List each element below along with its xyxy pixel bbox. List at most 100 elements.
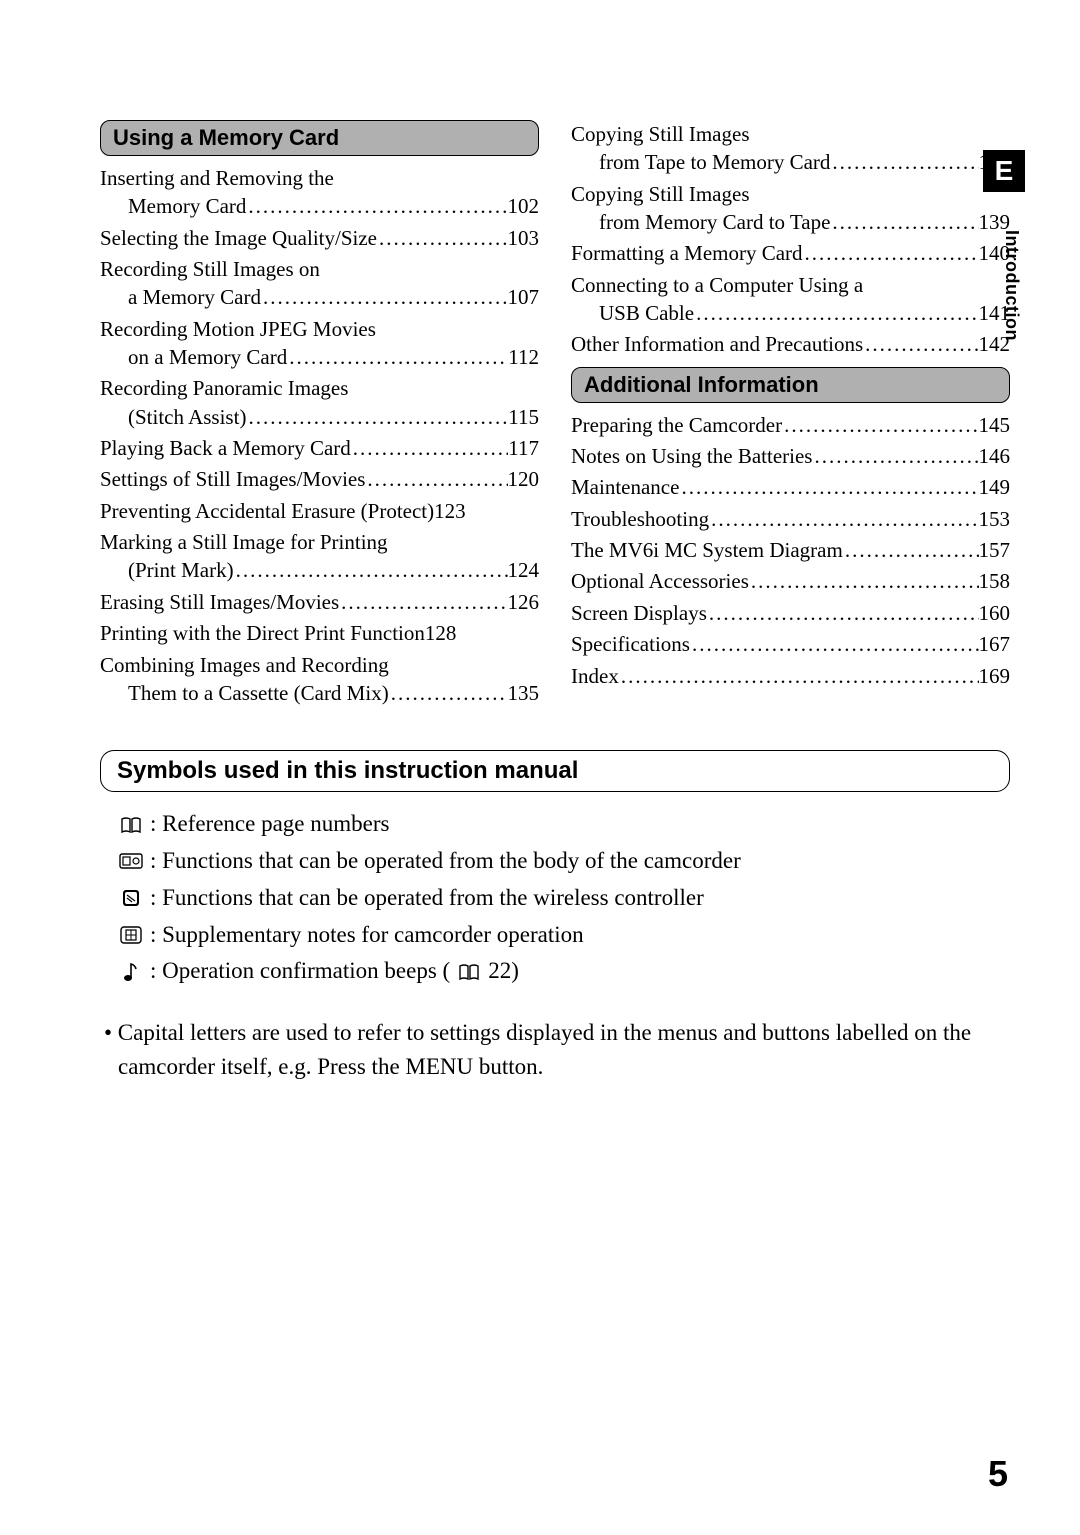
- toc-dots: [287, 343, 508, 371]
- symbol-row: : Reference page numbers: [100, 806, 1010, 843]
- toc-dots: [843, 536, 979, 564]
- toc-label: Recording Panoramic Images: [100, 374, 348, 402]
- toc-entry: Notes on Using the Batteries146: [571, 442, 1010, 470]
- toc-dots: [234, 556, 508, 584]
- toc-page: 149: [979, 473, 1011, 501]
- toc-label: Copying Still Images: [571, 180, 750, 208]
- symbol-text: : Reference page numbers: [150, 806, 389, 843]
- toc-label: Playing Back a Memory Card: [100, 434, 351, 462]
- toc-label: Selecting the Image Quality/Size: [100, 224, 377, 252]
- toc-entry: Copying Still Imagesfrom Tape to Memory …: [571, 120, 1010, 177]
- toc-entry: Printing with the Direct Print Function …: [100, 619, 539, 647]
- symbols-header: Symbols used in this instruction manual: [100, 750, 1010, 792]
- toc-page: 117: [508, 434, 539, 462]
- symbol-row: : Functions that can be operated from th…: [100, 843, 1010, 880]
- left-column: Using a Memory Card Inserting and Removi…: [100, 120, 539, 710]
- toc-entry: Maintenance149: [571, 473, 1010, 501]
- toc-dots: [830, 148, 978, 176]
- symbol-text: : Supplementary notes for camcorder oper…: [150, 917, 584, 954]
- toc-label: Copying Still Images: [571, 120, 750, 148]
- toc-label: Preparing the Camcorder: [571, 411, 782, 439]
- toc-label: Settings of Still Images/Movies: [100, 465, 365, 493]
- toc-page: 135: [508, 679, 540, 707]
- toc-columns: Using a Memory Card Inserting and Removi…: [100, 120, 1010, 710]
- toc-page: 160: [979, 599, 1011, 627]
- toc-entry: Troubleshooting153: [571, 505, 1010, 533]
- toc-label: from Memory Card to Tape: [599, 208, 830, 236]
- toc-label: Printing with the Direct Print Function: [100, 619, 425, 647]
- toc-entry: Preparing the Camcorder 145: [571, 411, 1010, 439]
- toc-dots: [749, 567, 979, 595]
- toc-page: 146: [979, 442, 1011, 470]
- toc-label: Combining Images and Recording: [100, 651, 389, 679]
- toc-entry: Inserting and Removing theMemory Card 102: [100, 164, 539, 221]
- toc-dots: [812, 442, 978, 470]
- toc-entry: Erasing Still Images/Movies126: [100, 588, 539, 616]
- toc-label: from Tape to Memory Card: [599, 148, 830, 176]
- toc-label: (Stitch Assist): [128, 403, 246, 431]
- toc-dots: [246, 403, 508, 431]
- toc-entry: Screen Displays160: [571, 599, 1010, 627]
- toc-entry: Preventing Accidental Erasure (Protect) …: [100, 497, 539, 525]
- toc-label: Recording Still Images on: [100, 255, 320, 283]
- right-top-toc-list: Copying Still Imagesfrom Tape to Memory …: [571, 120, 1010, 359]
- toc-label: Connecting to a Computer Using a: [571, 271, 863, 299]
- toc-dots: [709, 505, 978, 533]
- toc-entry: Playing Back a Memory Card 117: [100, 434, 539, 462]
- toc-label: Troubleshooting: [571, 505, 709, 533]
- book-icon: [118, 814, 144, 836]
- note-box-icon: [118, 924, 144, 946]
- symbol-text: : Operation confirmation beeps (: [150, 953, 450, 990]
- left-toc-list: Inserting and Removing theMemory Card 102…: [100, 164, 539, 707]
- toc-dots: [246, 192, 507, 220]
- toc-dots: [377, 224, 508, 252]
- toc-label: a Memory Card: [128, 283, 261, 311]
- toc-dots: [707, 599, 979, 627]
- toc-label: Formatting a Memory Card: [571, 239, 803, 267]
- toc-page: 120: [508, 465, 540, 493]
- toc-entry: Connecting to a Computer Using aUSB Cabl…: [571, 271, 1010, 328]
- toc-entry: Other Information and Precautions142: [571, 330, 1010, 358]
- right-toc-list: Preparing the Camcorder 145 Notes on Using…: [571, 411, 1010, 690]
- toc-page: 112: [508, 343, 539, 371]
- toc-page: 107: [508, 283, 540, 311]
- toc-entry: Index 169: [571, 662, 1010, 690]
- toc-entry: Marking a Still Image for Printing(Print…: [100, 528, 539, 585]
- toc-dots: [261, 283, 508, 311]
- toc-page: 123: [434, 497, 466, 525]
- toc-entry: Recording Still Images ona Memory Card 10…: [100, 255, 539, 312]
- book-icon: [456, 961, 482, 983]
- toc-entry: Formatting a Memory Card140: [571, 239, 1010, 267]
- toc-page: 102: [508, 192, 540, 220]
- toc-label: Memory Card: [128, 192, 246, 220]
- symbols-section: Symbols used in this instruction manual …: [100, 750, 1010, 1083]
- toc-entry: Specifications167: [571, 630, 1010, 658]
- page-number: 5: [988, 1453, 1008, 1495]
- toc-label: Index: [571, 662, 619, 690]
- symbol-text: : Functions that can be operated from th…: [150, 843, 741, 880]
- toc-entry: Combining Images and RecordingThem to a …: [100, 651, 539, 708]
- toc-entry: The MV6i MC System Diagram 157: [571, 536, 1010, 564]
- toc-label: Them to a Cassette (Card Mix): [128, 679, 389, 707]
- toc-dots: [351, 434, 508, 462]
- toc-label: Inserting and Removing the: [100, 164, 334, 192]
- side-tab-label: Introduction: [1001, 230, 1022, 341]
- toc-label: Specifications: [571, 630, 690, 658]
- toc-label: (Print Mark): [128, 556, 234, 584]
- toc-page: 115: [508, 403, 539, 431]
- section-header-memory-card: Using a Memory Card: [100, 120, 539, 156]
- symbol-row: : Supplementary notes for camcorder oper…: [100, 917, 1010, 954]
- toc-dots: [679, 473, 978, 501]
- toc-page: 145: [979, 411, 1011, 439]
- toc-dots: [863, 330, 978, 358]
- language-badge: E: [983, 150, 1025, 192]
- toc-label: The MV6i MC System Diagram: [571, 536, 843, 564]
- symbol-text-trailing: 22): [488, 953, 519, 990]
- toc-page: 169: [979, 662, 1011, 690]
- toc-page: 157: [979, 536, 1011, 564]
- toc-label: on a Memory Card: [128, 343, 287, 371]
- toc-page: 103: [508, 224, 540, 252]
- toc-label: Recording Motion JPEG Movies: [100, 315, 376, 343]
- right-column: Copying Still Imagesfrom Tape to Memory …: [571, 120, 1010, 710]
- symbol-row: : Functions that can be operated from th…: [100, 880, 1010, 917]
